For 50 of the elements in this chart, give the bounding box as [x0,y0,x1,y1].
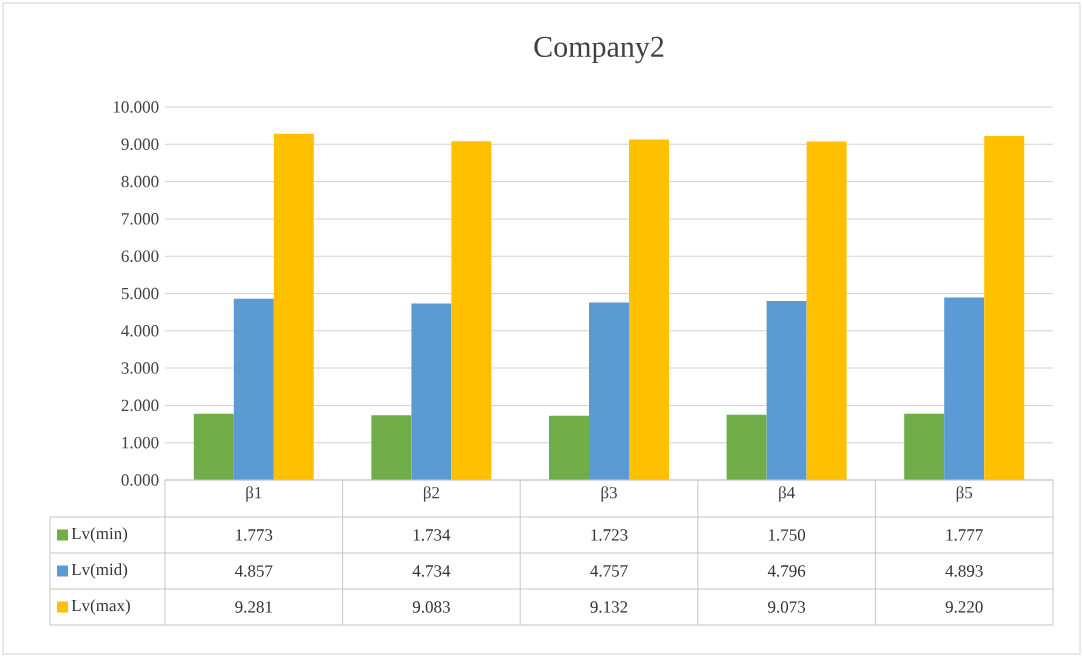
data-label: 9.220 [945,601,983,613]
data-label: 4.893 [945,565,983,577]
bar [726,414,767,480]
data-label: 9.073 [768,601,806,613]
data-label: 1.777 [946,529,983,541]
bar [549,415,590,480]
data-label: 1.773 [236,529,273,541]
y-tick-label: 5.000 [121,287,159,300]
y-tick-label: 9.000 [121,138,159,151]
data-label: 9.083 [412,601,450,613]
bar [904,413,945,480]
bar [411,303,452,480]
bar [451,141,492,480]
bar [233,298,274,480]
x-tick-label: β4 [779,486,795,502]
x-tick-label: β2 [423,486,440,502]
y-tick-label: 6.000 [121,250,159,262]
y-tick-label: 1.000 [122,436,159,449]
data-label: 1.750 [768,529,806,541]
bar [806,141,847,480]
y-tick-label: 8.000 [121,175,159,188]
y-tick-label: 3.000 [121,362,159,374]
bar [193,413,234,480]
y-tick-label: 10.000 [113,101,159,113]
y-tick-label: 7.000 [122,213,159,225]
bar [984,136,1025,480]
data-label: 9.132 [590,601,628,613]
data-label: 4.857 [235,565,273,577]
chart-title: Company2 [534,36,664,64]
bar [371,415,412,480]
y-tick-label: 0.000 [121,474,159,486]
bar [766,301,807,480]
x-tick-label: β5 [956,486,973,502]
bar [589,302,629,480]
data-label: 4.734 [412,565,451,577]
bar [629,139,669,480]
data-label: 1.723 [591,529,628,541]
data-label: 1.734 [413,529,451,541]
data-label: 4.796 [767,565,806,577]
data-label: 9.281 [235,601,272,613]
bar [944,297,985,480]
data-label: 4.757 [590,565,628,577]
legend-label: Lv(max) [71,599,130,615]
x-tick-label: β1 [246,486,262,502]
y-tick-label: 2.000 [121,399,159,412]
bar [273,133,314,480]
legend-label: Lv(mid) [71,563,128,579]
x-tick-label: β3 [601,486,617,502]
y-tick-label: 4.000 [121,325,159,337]
legend-label: Lv(min) [71,527,128,543]
